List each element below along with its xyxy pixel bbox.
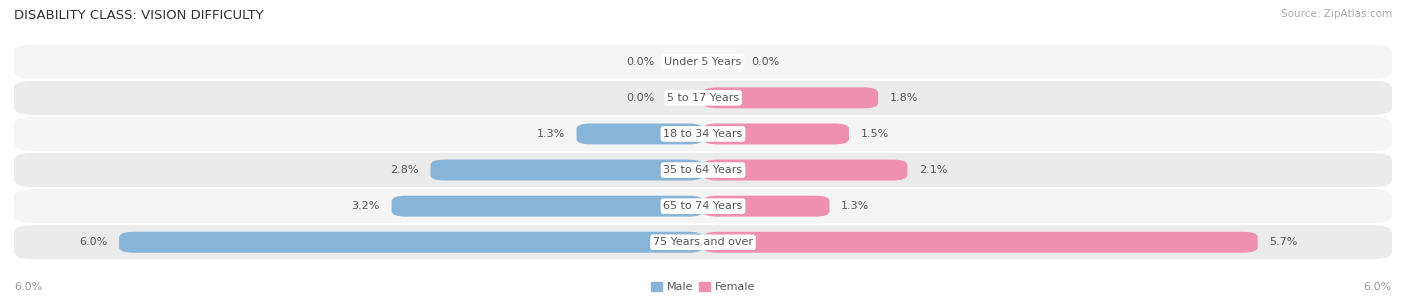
Text: 0.0%: 0.0%	[752, 57, 780, 67]
Text: 0.0%: 0.0%	[626, 57, 654, 67]
Legend: Male, Female: Male, Female	[647, 278, 759, 297]
Text: 3.2%: 3.2%	[352, 201, 380, 211]
FancyBboxPatch shape	[703, 232, 1257, 253]
Text: 1.8%: 1.8%	[890, 93, 918, 103]
FancyBboxPatch shape	[14, 117, 1392, 151]
FancyBboxPatch shape	[703, 87, 879, 108]
FancyBboxPatch shape	[703, 123, 849, 144]
Text: DISABILITY CLASS: VISION DIFFICULTY: DISABILITY CLASS: VISION DIFFICULTY	[14, 9, 264, 22]
FancyBboxPatch shape	[14, 81, 1392, 115]
Text: 6.0%: 6.0%	[79, 237, 107, 247]
Text: Source: ZipAtlas.com: Source: ZipAtlas.com	[1281, 9, 1392, 19]
FancyBboxPatch shape	[392, 196, 703, 217]
Text: 1.5%: 1.5%	[860, 129, 889, 139]
FancyBboxPatch shape	[14, 189, 1392, 223]
FancyBboxPatch shape	[120, 232, 703, 253]
FancyBboxPatch shape	[703, 196, 830, 217]
Text: 35 to 64 Years: 35 to 64 Years	[664, 165, 742, 175]
Text: 2.1%: 2.1%	[920, 165, 948, 175]
FancyBboxPatch shape	[14, 153, 1392, 187]
FancyBboxPatch shape	[703, 160, 907, 181]
Text: 18 to 34 Years: 18 to 34 Years	[664, 129, 742, 139]
FancyBboxPatch shape	[14, 225, 1392, 259]
Text: 6.0%: 6.0%	[1364, 282, 1392, 292]
Text: 75 Years and over: 75 Years and over	[652, 237, 754, 247]
Text: 1.3%: 1.3%	[841, 201, 869, 211]
Text: 1.3%: 1.3%	[537, 129, 565, 139]
Text: 65 to 74 Years: 65 to 74 Years	[664, 201, 742, 211]
Text: Under 5 Years: Under 5 Years	[665, 57, 741, 67]
FancyBboxPatch shape	[14, 45, 1392, 79]
FancyBboxPatch shape	[576, 123, 703, 144]
Text: 0.0%: 0.0%	[626, 93, 654, 103]
Text: 5.7%: 5.7%	[1270, 237, 1298, 247]
Text: 5 to 17 Years: 5 to 17 Years	[666, 93, 740, 103]
FancyBboxPatch shape	[430, 160, 703, 181]
Text: 2.8%: 2.8%	[391, 165, 419, 175]
Text: 6.0%: 6.0%	[14, 282, 42, 292]
